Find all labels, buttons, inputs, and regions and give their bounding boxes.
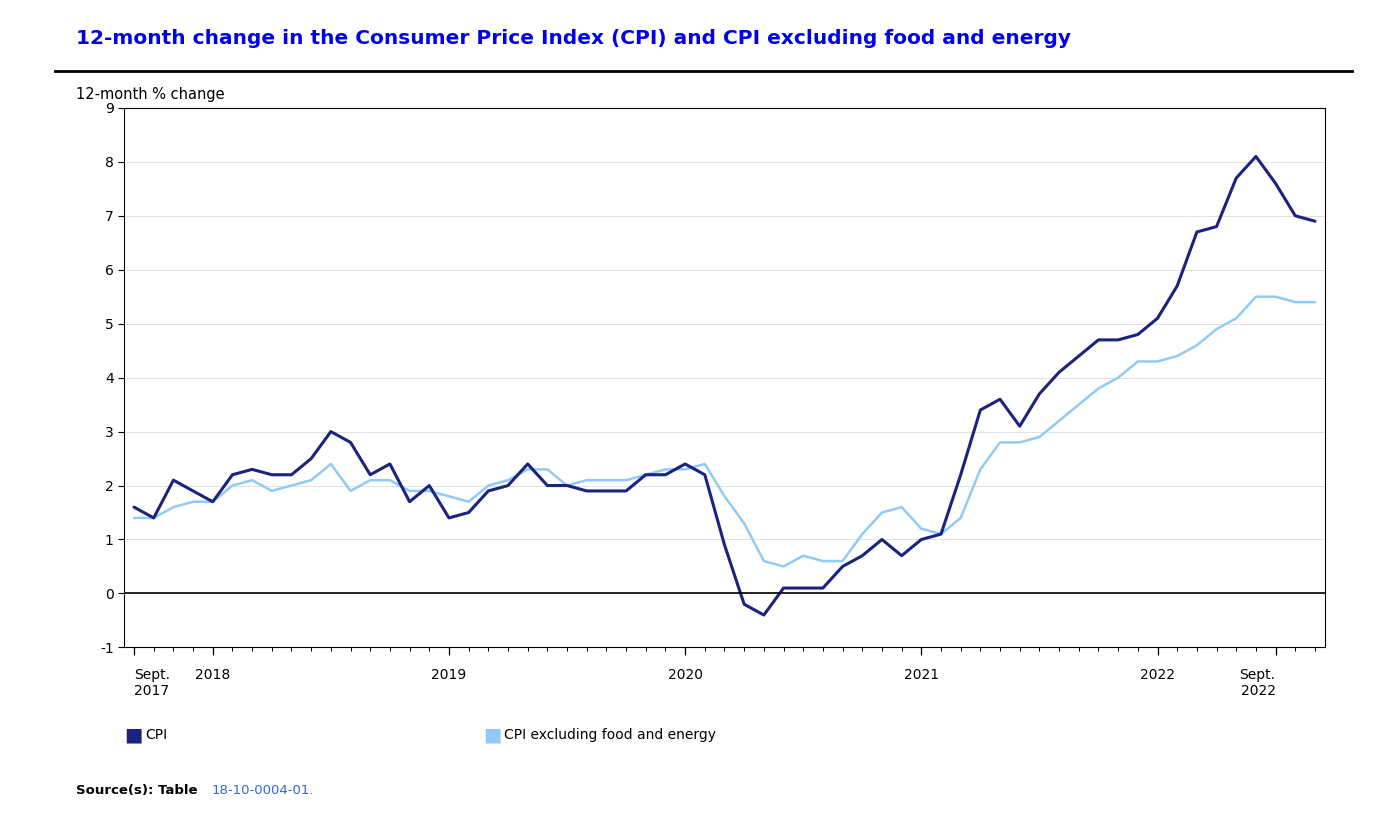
Text: 2020: 2020 <box>668 668 702 682</box>
Text: ■: ■ <box>483 725 501 744</box>
Text: CPI: CPI <box>145 728 167 741</box>
Text: 2021: 2021 <box>904 668 938 682</box>
Text: 2018: 2018 <box>195 668 230 682</box>
Text: 18-10-0004-01.: 18-10-0004-01. <box>211 784 313 797</box>
Text: Sept.
2017: Sept. 2017 <box>134 668 170 698</box>
Text: ■: ■ <box>124 725 142 744</box>
Text: 12-month change in the Consumer Price Index (CPI) and CPI excluding food and ene: 12-month change in the Consumer Price In… <box>76 29 1071 48</box>
Text: Source(s): Table: Source(s): Table <box>76 784 201 797</box>
Text: 2022: 2022 <box>1140 668 1174 682</box>
Text: CPI excluding food and energy: CPI excluding food and energy <box>504 728 716 741</box>
Text: Sept.
2022: Sept. 2022 <box>1239 668 1275 698</box>
Text: 2019: 2019 <box>432 668 466 682</box>
Text: 12-month % change: 12-month % change <box>76 87 225 102</box>
